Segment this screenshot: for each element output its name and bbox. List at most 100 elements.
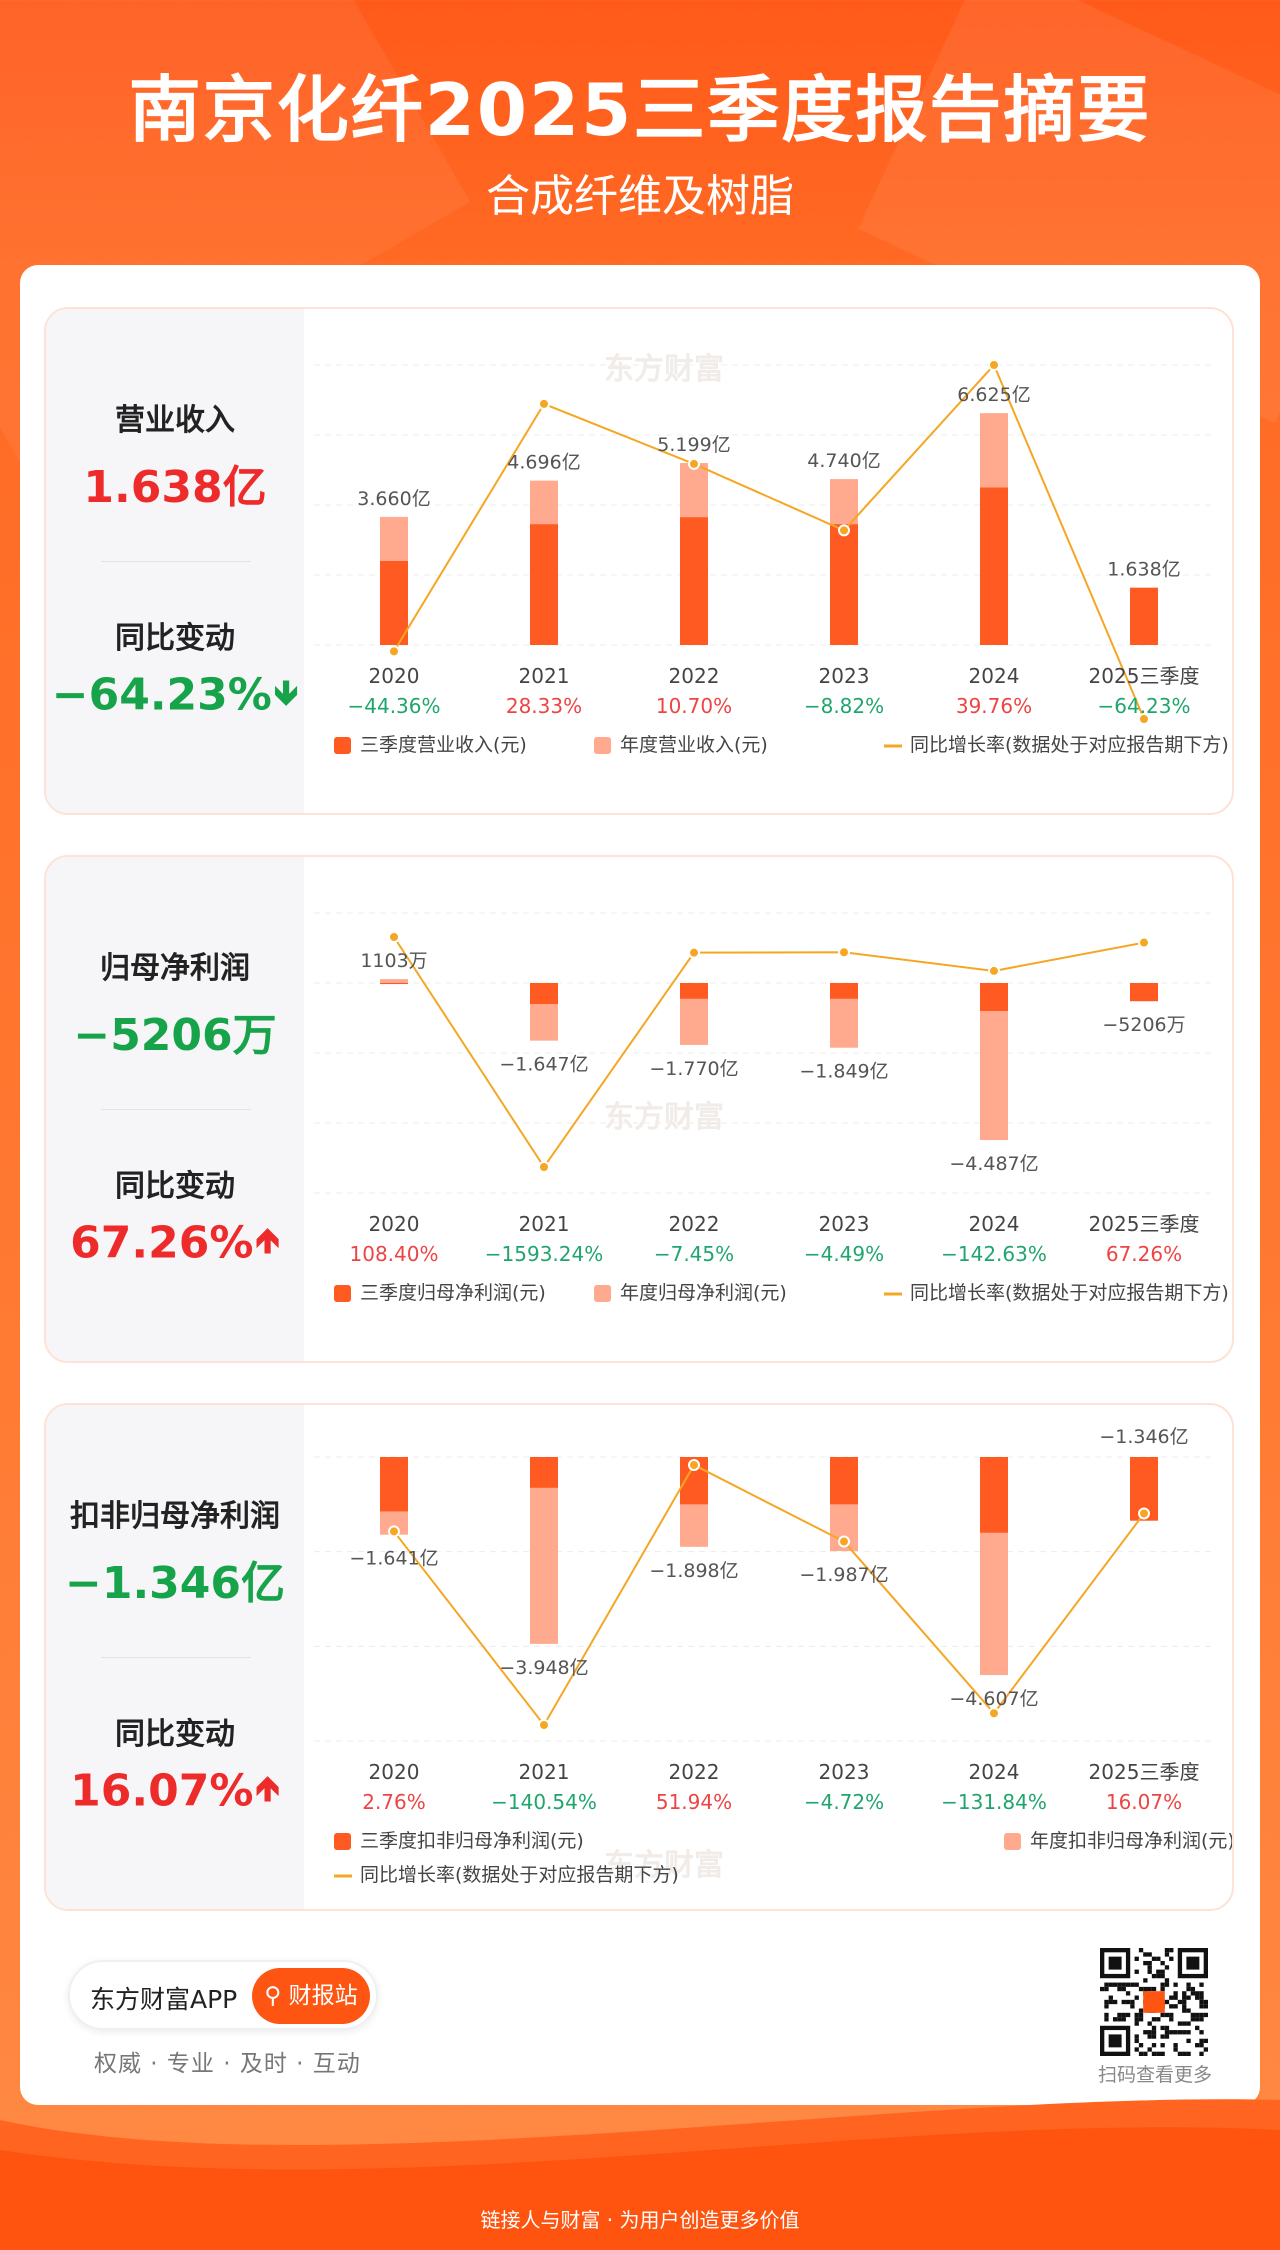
category-label: 2022: [669, 664, 720, 688]
qr-module: [1199, 2043, 1204, 2048]
growth-label: 16.07%: [1106, 1790, 1182, 1814]
quarter-bar: [530, 524, 558, 645]
qr-module: [1121, 1986, 1126, 1992]
qr-module: [1195, 2043, 1200, 2048]
qr-module: [1195, 2025, 1200, 2031]
qr-module: [1186, 2038, 1191, 2044]
deducted-profit-panel: 扣非归母净利润 −1.346亿 同比变动 16.07%🡹 东方财富 −1.641亿…: [44, 1403, 1234, 1911]
qr-module: [1117, 1986, 1122, 1992]
qr-module: [1177, 2030, 1183, 2035]
qr-module: [1151, 2030, 1157, 2035]
search-icon: ⚲: [264, 1983, 289, 2009]
divider: [101, 1657, 251, 1658]
qr-module: [1160, 2025, 1165, 2031]
qr-module: [1151, 2025, 1157, 2031]
app-name: 东方财富APP: [90, 1985, 238, 2014]
qr-module: [1160, 1982, 1165, 1987]
legend-label: 年度归母净利润(元): [620, 1282, 787, 1304]
qr-module: [1134, 1995, 1139, 2000]
qr-module: [1147, 1960, 1152, 1966]
report-card: 营业收入 1.638亿 同比变动 −64.23%🡻 东方财富 3.660亿 4.69…: [20, 265, 1260, 2105]
qr-module: [1173, 1982, 1178, 1987]
growth-point: [988, 359, 1000, 371]
qr-module: [1199, 2038, 1204, 2044]
quarter-bar: [680, 517, 708, 645]
growth-label: −131.84%: [941, 1790, 1047, 1814]
change-value: 67.26%: [70, 1217, 254, 1269]
qr-module: [1186, 2051, 1191, 2056]
qr-module: [1151, 2034, 1157, 2039]
revenue-panel: 营业收入 1.638亿 同比变动 −64.23%🡻 东方财富 3.660亿 4.69…: [44, 307, 1234, 815]
qr-module: [1199, 1982, 1204, 1987]
growth-point: [988, 964, 1000, 977]
qr-module: [1199, 1999, 1204, 2005]
growth-label: −1593.24%: [485, 1242, 603, 1266]
quarter-bar: [380, 1457, 408, 1512]
qr-module: [1138, 1986, 1144, 1992]
financial-report-button[interactable]: ⚲ 财报站: [252, 1968, 370, 2024]
qr-module: [1199, 1991, 1204, 1996]
qr-module: [1160, 1969, 1165, 1974]
qr-module: [1108, 1999, 1113, 2005]
button-label: 财报站: [288, 1983, 358, 2009]
legend-swatch: [1004, 1833, 1021, 1850]
qr-module: [1134, 1982, 1139, 1987]
metric-label: 归母净利润: [100, 951, 250, 986]
qr-module: [1130, 1982, 1135, 1987]
qr-module: [1203, 1999, 1208, 2005]
qr-module: [1195, 2012, 1200, 2018]
qr-module: [1125, 1999, 1131, 2005]
page-header: 南京化纤2025三季度报告摘要 合成纤维及树脂: [0, 60, 1280, 232]
qr-module: [1151, 1986, 1157, 1992]
qr-module: [1108, 1982, 1113, 1987]
metric-label: 扣非归母净利润: [70, 1499, 280, 1534]
value-label: −1.849亿: [799, 1061, 888, 1083]
quarter-bar: [830, 524, 858, 645]
category-label: 2024: [969, 664, 1020, 688]
qr-module: [1164, 1999, 1170, 2005]
growth-point: [538, 1161, 550, 1173]
category-label: 2022: [669, 1760, 720, 1784]
qr-module: [1164, 2034, 1170, 2039]
deducted-profit-change: 同比变动 16.07%🡹: [46, 1709, 304, 1822]
category-label: 2023: [819, 1760, 870, 1784]
qr-module: [1121, 2012, 1126, 2018]
value-label: −5206万: [1102, 1014, 1185, 1036]
qr-module: [1104, 2004, 1109, 2009]
quarter-bar: [830, 1457, 858, 1505]
qr-module: [1104, 1999, 1109, 2005]
arrow-up-icon: 🡹: [255, 1221, 280, 1261]
qr-module: [1108, 1956, 1122, 1970]
qr-module: [1130, 1999, 1135, 2005]
growth-point: [838, 1535, 850, 1548]
legend-label: 三季度营业收入(元): [360, 734, 527, 756]
quarter-bar: [680, 983, 708, 999]
growth-label: 67.26%: [1106, 1242, 1182, 1266]
qr-module: [1203, 2047, 1208, 2052]
qr-module: [1195, 2017, 1200, 2022]
qr-module: [1182, 1999, 1187, 2005]
legend-label: 同比增长率(数据处于对应报告期下方): [910, 1282, 1229, 1304]
qr-code-icon[interactable]: [1100, 1948, 1208, 2056]
qr-module: [1134, 2034, 1139, 2039]
app-pill[interactable]: 东方财富APP ⚲ 财报站: [68, 1960, 378, 2030]
legend-swatch: [334, 1285, 351, 1302]
qr-module: [1199, 1995, 1204, 2000]
qr-module: [1151, 2051, 1157, 2056]
qr-module: [1125, 2012, 1131, 2018]
qr-module: [1125, 1991, 1131, 1996]
qr-module: [1138, 1948, 1144, 1953]
growth-point: [538, 397, 550, 410]
qr-module: [1190, 1991, 1196, 1996]
growth-line: [393, 1463, 1145, 1727]
category-label: 2021: [519, 664, 570, 688]
qr-module: [1164, 2025, 1170, 2031]
net-profit-change: 同比变动 67.26%🡹: [46, 1161, 304, 1274]
revenue-summary: 营业收入 1.638亿 同比变动 −64.23%🡻: [46, 309, 304, 813]
qr-module: [1138, 2043, 1144, 2048]
qr-module: [1151, 2017, 1157, 2022]
annual-bar: [530, 1457, 558, 1644]
growth-point: [688, 457, 700, 470]
qr-module: [1160, 1960, 1165, 1966]
net-profit-chart: 东方财富 1103万 −1.647亿 −1.770亿 −1.849亿 −4.487亿 −52…: [314, 912, 1229, 1304]
